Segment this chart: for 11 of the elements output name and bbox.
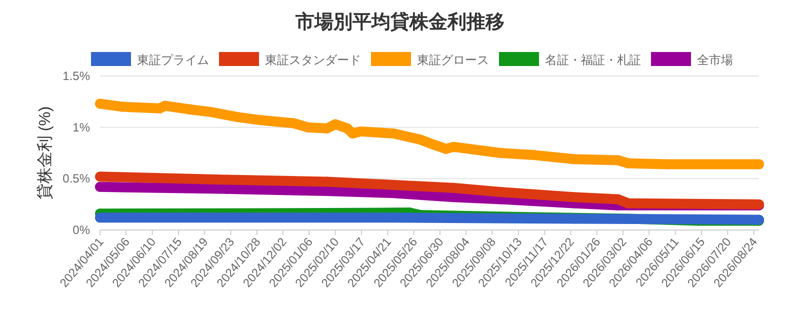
y-tick-label: 0% (72, 223, 90, 237)
y-tick-label: 1.5% (62, 69, 90, 83)
legend-label: 東証グロース (417, 53, 489, 67)
y-axis-title: 貸株金利 (%) (36, 106, 54, 200)
y-tick-label: 0.5% (62, 172, 90, 186)
y-tick-label: 1% (72, 120, 90, 134)
chart-title: 市場別平均貸株金利推移 (294, 11, 504, 33)
legend-label: 全市場 (697, 53, 733, 67)
legend-label: 名証・福証・札証 (545, 53, 641, 67)
legend-label: 東証プライム (137, 53, 209, 67)
legend-label: 東証スタンダード (265, 53, 361, 67)
